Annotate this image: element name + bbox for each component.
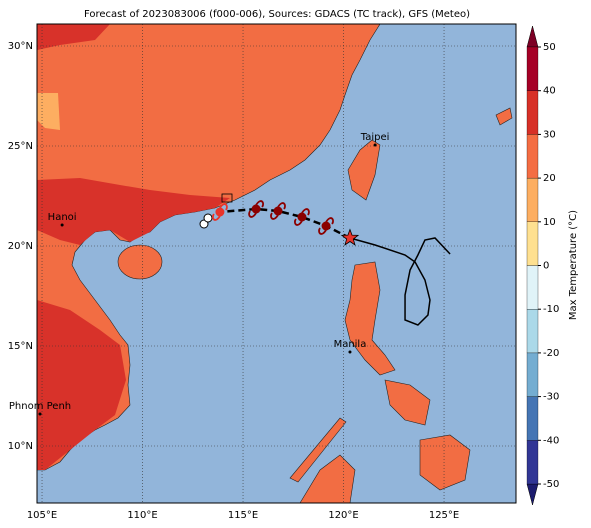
hot-region [37,24,110,50]
city-dot [348,350,352,354]
storm-arm [277,202,286,210]
colorbar-bin [526,177,539,222]
islet [495,107,513,126]
city-dot [373,143,377,147]
storm-eye [297,212,307,222]
storm-arm [325,217,334,225]
colorbar-tick-label: 20 [543,173,556,184]
storm-arm [294,218,303,226]
y-tick-label: 20°N [8,241,33,252]
visayas [384,379,431,426]
colorbar-bin [526,440,539,485]
colorbar-bin [526,90,539,135]
colorbar-bin [526,134,539,179]
mainland-asia [36,23,381,471]
city-label: Taipei [360,132,390,143]
map-area [36,23,516,504]
colorbar-tick-label: 10 [543,217,556,228]
hainan [117,244,163,280]
storm-eye [273,206,283,216]
luzon [344,261,396,376]
colorbar-bin [526,352,539,397]
frame [36,23,517,504]
x-tick-label: 110°E [127,510,157,521]
colorbar-bin [526,265,539,310]
colorbar-tick-label: -20 [543,348,559,359]
city-label: Phnom Penh [9,401,71,412]
y-tick-label: 10°N [8,441,33,452]
colorbar-bin [526,221,539,266]
storm-arm [301,208,310,216]
storm-eye [215,207,225,217]
storm-eye [251,204,261,214]
x-tick-label: 125°E [429,510,459,521]
storm-symbol [270,202,286,220]
past-track [349,237,451,326]
storm-arm [248,210,257,218]
colorbar-tick-label: -40 [543,435,559,446]
marker [203,213,213,223]
y-tick-label: 30°N [8,41,33,52]
mindanao [419,434,471,491]
storm-symbol [294,208,310,226]
colorbar-extend [526,483,539,506]
colorbar-bin [526,46,539,91]
taiwan [347,139,381,201]
colorbar-bin [526,396,539,441]
colorbar-tick-label: -30 [543,392,559,403]
colorbar-tick-label: 30 [543,129,556,140]
storm-symbol [248,200,265,218]
palawan [289,417,347,483]
colorbar-tick-label: 0 [543,261,549,272]
city-dot [38,412,42,416]
x-tick-label: 115°E [228,510,258,521]
storm-arm [219,203,228,211]
colorbar-bin [526,309,539,354]
colorbar-label: Max Temperature (°C) [568,210,579,320]
hot-region [37,178,230,245]
colorbar-tick-label: 40 [543,86,556,97]
storm-symbol [211,203,228,221]
storm-arm [270,212,279,220]
storm-arm [211,213,221,221]
colorbar-tick-label: -50 [543,479,559,490]
x-tick-label: 105°E [27,510,57,521]
marker-box [221,193,233,203]
current-position [340,228,360,246]
y-tick-label: 25°N [8,141,33,152]
y-tick-label: 15°N [8,341,33,352]
x-tick-label: 120°E [328,510,358,521]
colorbar-tick-label: 50 [543,42,556,53]
city-label: Hanoi [48,212,77,223]
colorbar-extend [526,25,539,48]
city-dot [60,223,64,227]
storm-arm [255,200,265,208]
city-label: Manila [334,339,367,350]
storm-arm [318,227,327,235]
storm-eye [321,221,331,231]
colorbar-tick-label: -10 [543,304,559,315]
cool-highland [37,93,60,130]
title: Forecast of 2023083006 (f000-006), Sourc… [84,9,470,20]
hot-region [37,300,126,470]
storm-symbol [318,217,334,235]
